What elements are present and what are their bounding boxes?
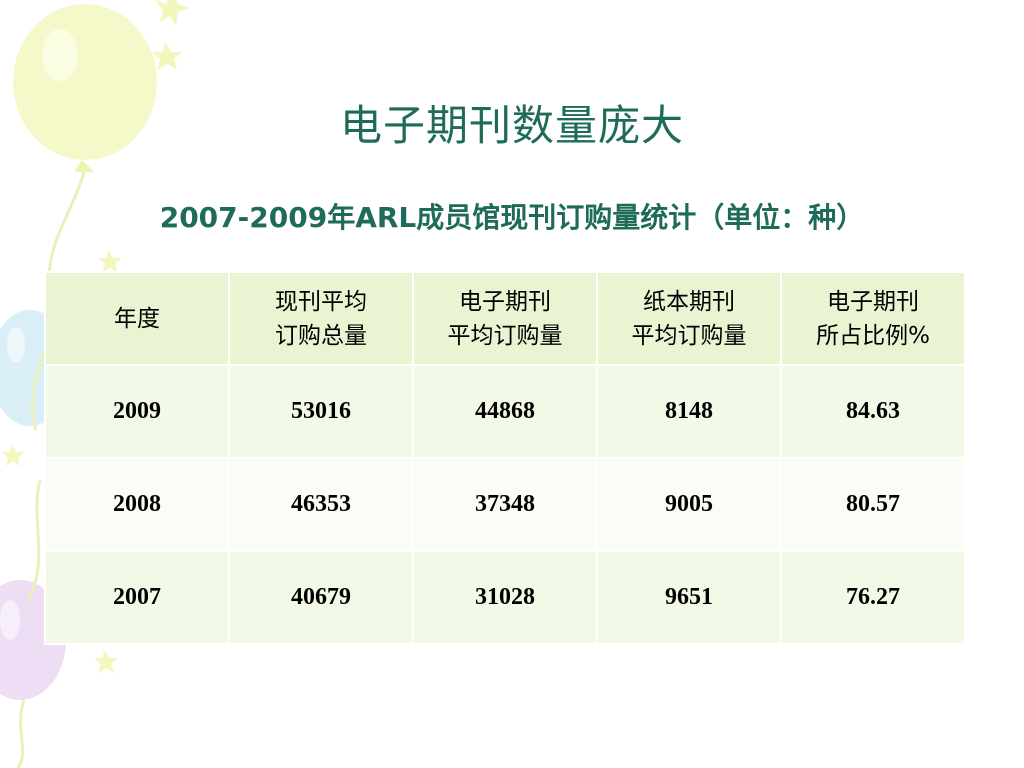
cell-electronic: 37348: [412, 457, 598, 552]
cell-total: 53016: [228, 364, 414, 459]
table-body: 2009 53016 44868 8148 84.63 2008 46353 3…: [44, 364, 966, 645]
table-row: 2009 53016 44868 8148 84.63: [44, 364, 966, 459]
cell-print: 9651: [596, 550, 782, 645]
header-year: 年度: [44, 271, 230, 366]
slide-subtitle: 2007-2009年ARL成员馆现刊订购量统计（单位：种）: [159, 201, 865, 234]
cell-ratio: 80.57: [780, 457, 966, 552]
cell-total: 46353: [228, 457, 414, 552]
cell-electronic: 44868: [412, 364, 598, 459]
header-print-subscriptions: 纸本期刊 平均订购量: [596, 271, 782, 366]
header-electronic-ratio: 电子期刊 所占比例%: [780, 271, 966, 366]
cell-year: 2008: [44, 457, 230, 552]
table-header-row: 年度 现刊平均 订购总量 电子期刊 平均订购量 纸本期刊 平均订购量 电子期刊 …: [44, 271, 966, 366]
cell-ratio: 84.63: [780, 364, 966, 459]
table-row: 2007 40679 31028 9651 76.27: [44, 550, 966, 645]
cell-year: 2007: [44, 550, 230, 645]
cell-ratio: 76.27: [780, 550, 966, 645]
header-total-subscriptions: 现刊平均 订购总量: [228, 271, 414, 366]
cell-print: 9005: [596, 457, 782, 552]
subscription-table: 年度 现刊平均 订购总量 电子期刊 平均订购量 纸本期刊 平均订购量 电子期刊 …: [44, 271, 966, 645]
table-header: 年度 现刊平均 订购总量 电子期刊 平均订购量 纸本期刊 平均订购量 电子期刊 …: [44, 271, 966, 366]
header-electronic-subscriptions: 电子期刊 平均订购量: [412, 271, 598, 366]
table-row: 2008 46353 37348 9005 80.57: [44, 457, 966, 552]
cell-year: 2009: [44, 364, 230, 459]
cell-electronic: 31028: [412, 550, 598, 645]
slide-title: 电子期刊数量庞大: [339, 101, 684, 150]
cell-print: 8148: [596, 364, 782, 459]
cell-total: 40679: [228, 550, 414, 645]
